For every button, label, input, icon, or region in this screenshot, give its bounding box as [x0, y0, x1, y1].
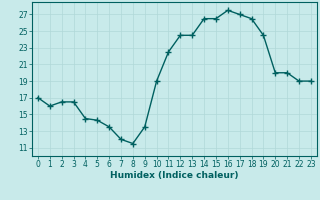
X-axis label: Humidex (Indice chaleur): Humidex (Indice chaleur): [110, 171, 239, 180]
